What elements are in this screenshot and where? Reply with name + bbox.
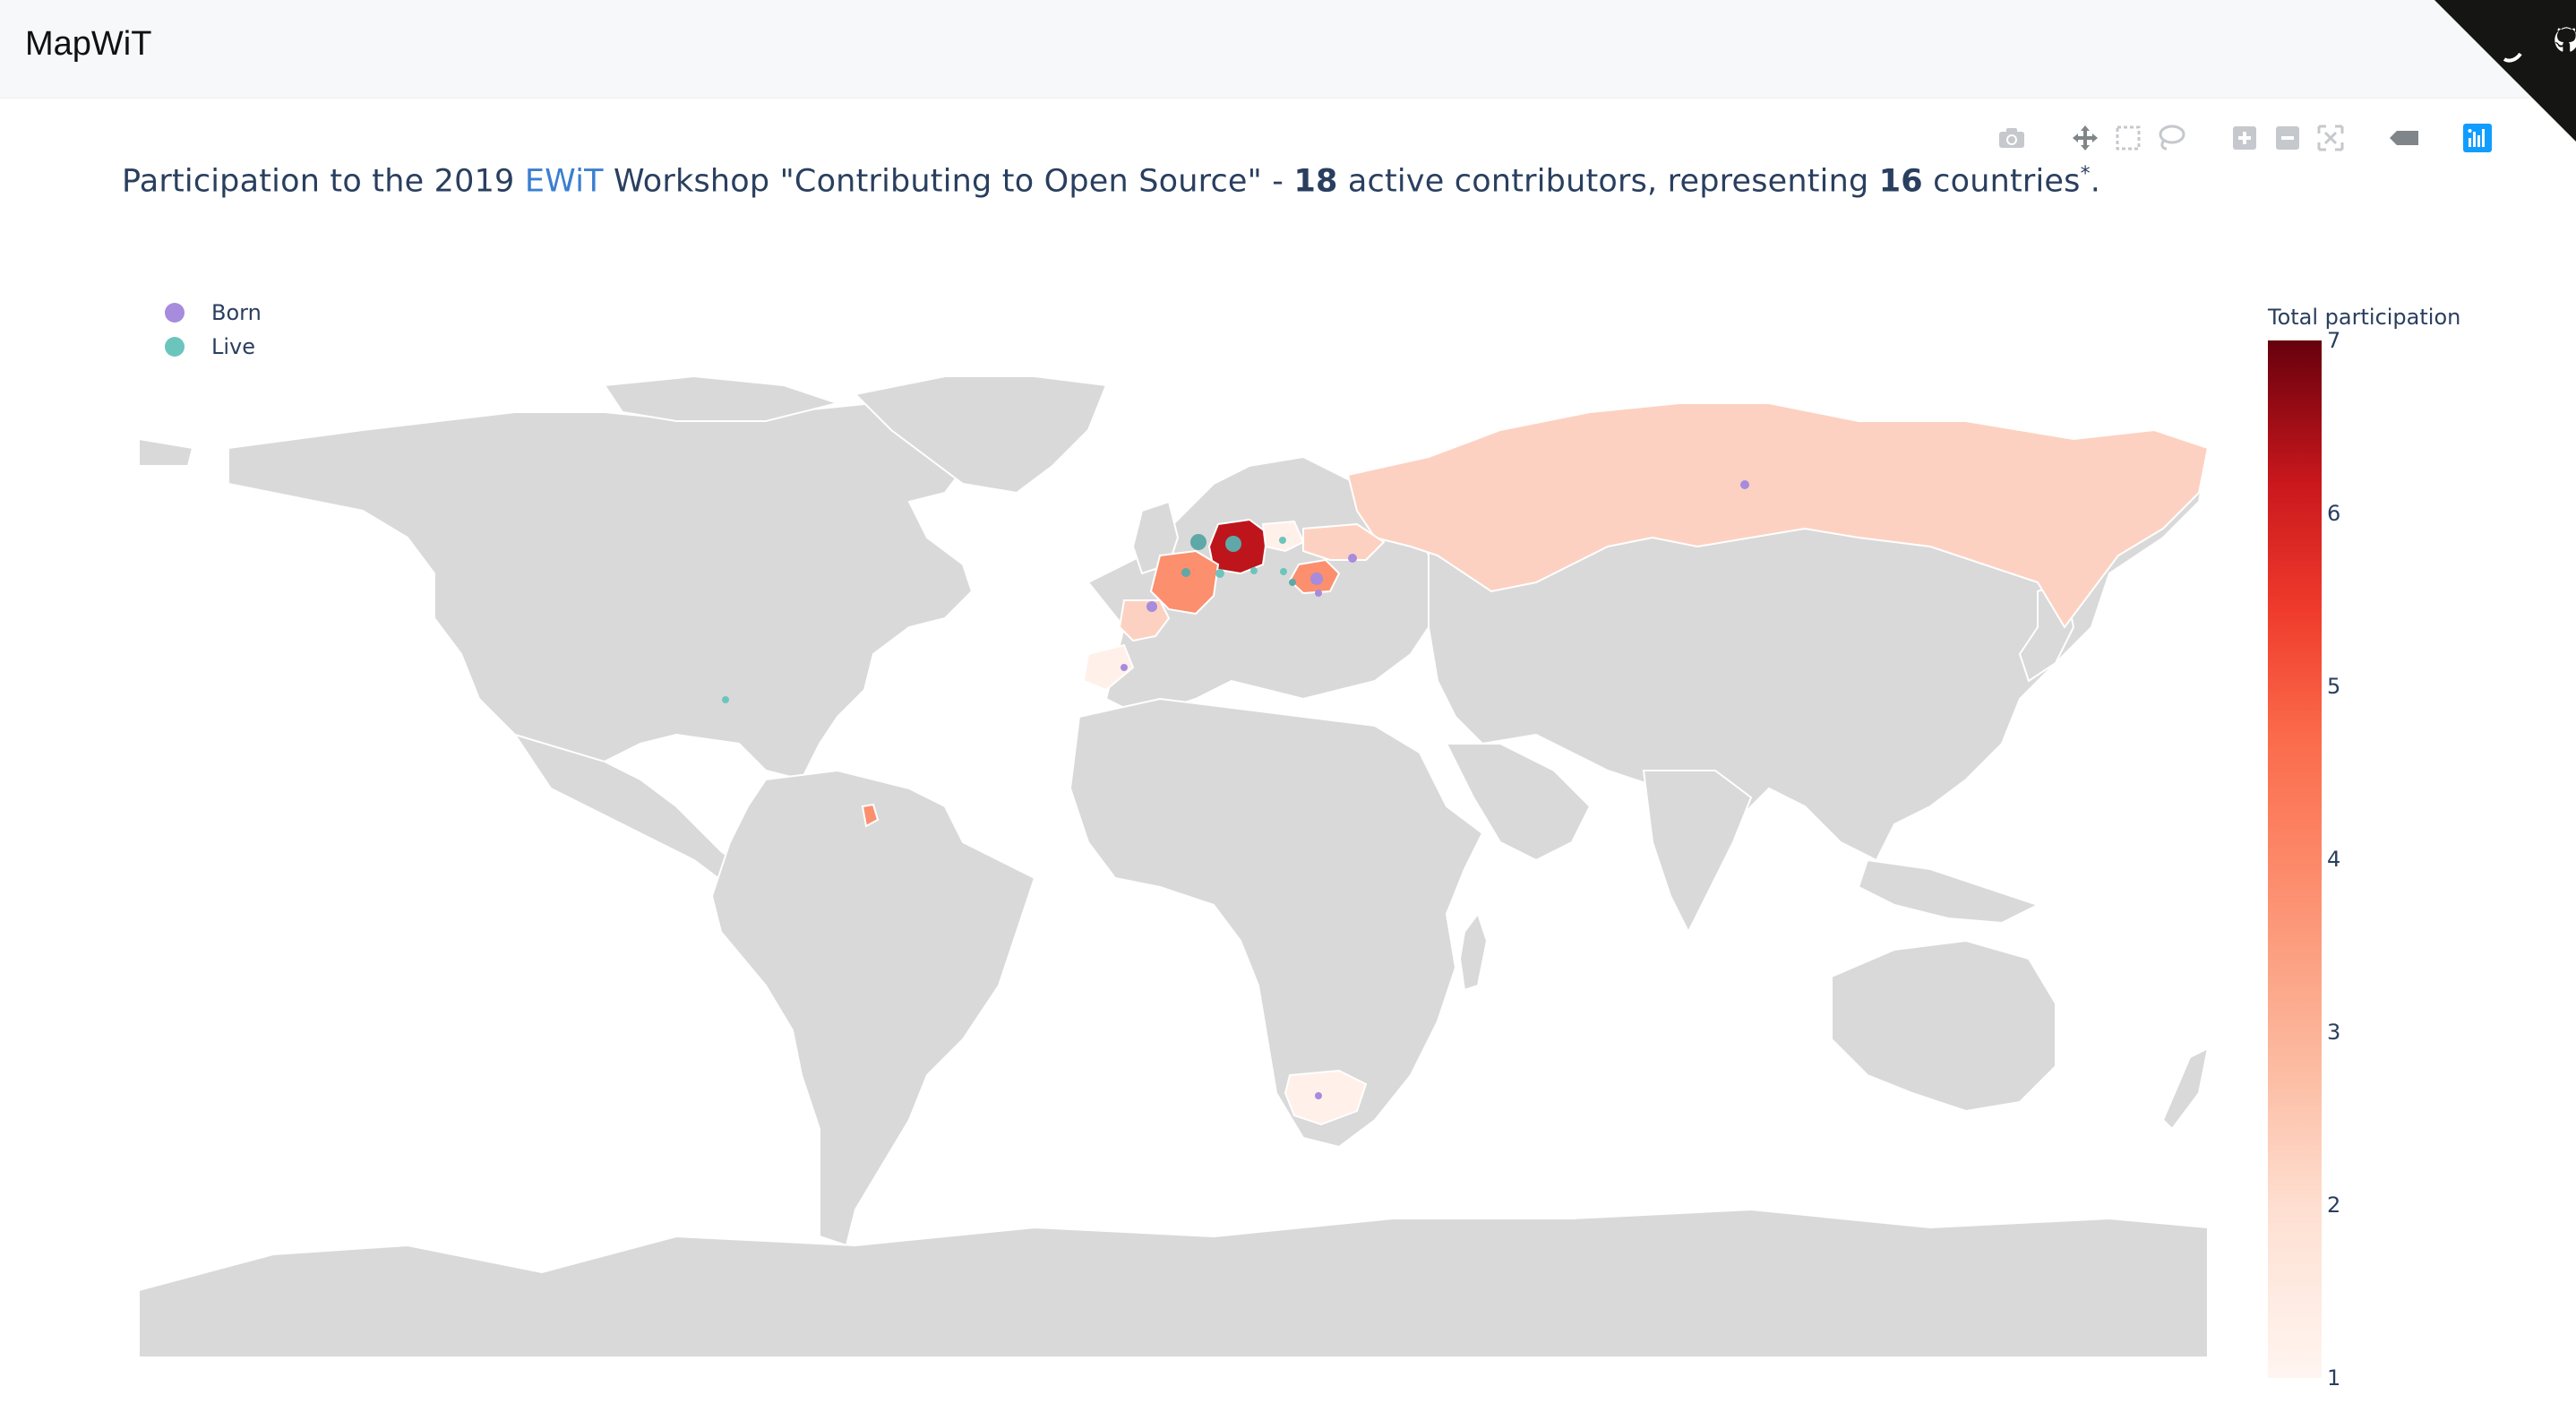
camera-icon[interactable] — [1994, 120, 2030, 156]
country-france — [1149, 549, 1220, 616]
legend-item-live[interactable]: Live — [165, 330, 262, 364]
navbar: MapWiT — [0, 0, 2576, 99]
legend: Born Live — [165, 296, 262, 364]
alaska-west — [139, 437, 194, 467]
marker-born[interactable] — [1348, 554, 1357, 563]
modebar — [1987, 120, 2495, 156]
colorbar — [2268, 340, 2322, 1378]
marker-live[interactable] — [1250, 567, 1258, 574]
world-map[interactable] — [139, 358, 2208, 1362]
title-middle: Workshop "Contributing to Open Source" - — [603, 163, 1294, 200]
marker-layer — [722, 480, 1749, 1099]
antarctica — [139, 1208, 2208, 1358]
hover-closest-icon[interactable] — [2386, 120, 2422, 156]
marker-live[interactable] — [722, 696, 729, 703]
zoom-in-icon[interactable] — [2227, 120, 2263, 156]
pan-icon[interactable] — [2067, 120, 2103, 156]
marker-live[interactable] — [1289, 579, 1296, 586]
legend-label-born: Born — [211, 300, 262, 325]
footnote-marker: * — [2080, 163, 2091, 185]
marker-live[interactable] — [1279, 537, 1286, 544]
plotly-logo-icon[interactable] — [2460, 120, 2495, 156]
marker-live[interactable] — [1181, 568, 1190, 577]
colorbar-tick: 4 — [2327, 847, 2341, 872]
greenland — [853, 375, 1108, 495]
colorbar-tick: 2 — [2327, 1193, 2341, 1218]
colorbar-tick: 3 — [2327, 1020, 2341, 1045]
arctic-islands — [603, 375, 841, 422]
box-select-icon[interactable] — [2110, 120, 2146, 156]
marker-live[interactable] — [1280, 568, 1287, 575]
country-spain — [1118, 599, 1171, 642]
south-america — [710, 769, 1036, 1247]
github-corner[interactable] — [2434, 0, 2576, 142]
country-russia — [1346, 402, 2208, 629]
zoom-out-icon[interactable] — [2270, 120, 2306, 156]
madagascar — [1458, 911, 1489, 992]
marker-born[interactable] — [1740, 480, 1749, 489]
brand-title[interactable]: MapWiT — [25, 25, 152, 63]
colorbar-tick: 7 — [2327, 328, 2341, 353]
title-end: . — [2090, 163, 2101, 200]
countries-count: 16 — [1878, 163, 1923, 200]
reset-view-icon[interactable] — [2313, 120, 2348, 156]
country-morocco — [1082, 643, 1135, 692]
marker-live[interactable] — [1215, 569, 1224, 578]
plot-title: Participation to the 2019 EWiT Workshop … — [122, 163, 2100, 200]
marker-born[interactable] — [1121, 664, 1128, 671]
marker-live[interactable] — [1190, 534, 1206, 550]
new-zealand — [2161, 1046, 2208, 1131]
colorbar-tick: 6 — [2327, 501, 2341, 526]
india — [1642, 770, 1753, 934]
colorbar-tick: 5 — [2327, 674, 2341, 699]
marker-born[interactable] — [1315, 590, 1322, 597]
southeast-asia-islands — [1857, 858, 2040, 925]
country-poland — [1261, 520, 1305, 553]
australia — [1831, 939, 2057, 1113]
marker-live[interactable] — [1225, 536, 1241, 552]
north-america — [228, 401, 974, 781]
title-prefix: Participation to the 2019 — [122, 163, 525, 200]
africa — [1069, 697, 1484, 1149]
country-ukraine — [1302, 522, 1386, 561]
marker-born[interactable] — [1310, 573, 1323, 585]
marker-born[interactable] — [1315, 1092, 1322, 1099]
legend-label-live: Live — [211, 334, 256, 359]
legend-marker-live — [165, 337, 185, 357]
ewit-link[interactable]: EWiT — [524, 163, 604, 200]
title-countries-suffix: countries — [1922, 163, 2081, 200]
lasso-select-icon[interactable] — [2153, 120, 2189, 156]
legend-marker-born — [165, 303, 185, 323]
country-french-guiana — [861, 803, 880, 828]
legend-item-born[interactable]: Born — [165, 296, 262, 330]
colorbar-tick: 1 — [2327, 1365, 2341, 1391]
title-contributors-suffix: active contributors, representing — [1337, 163, 1879, 200]
contributors-count: 18 — [1293, 163, 1338, 200]
arabian-peninsula — [1445, 743, 1592, 862]
github-octocat-icon[interactable] — [2434, 0, 2576, 142]
marker-born[interactable] — [1146, 601, 1157, 612]
country-south-africa — [1284, 1069, 1368, 1126]
colorbar-title: Total participation — [2268, 305, 2461, 330]
